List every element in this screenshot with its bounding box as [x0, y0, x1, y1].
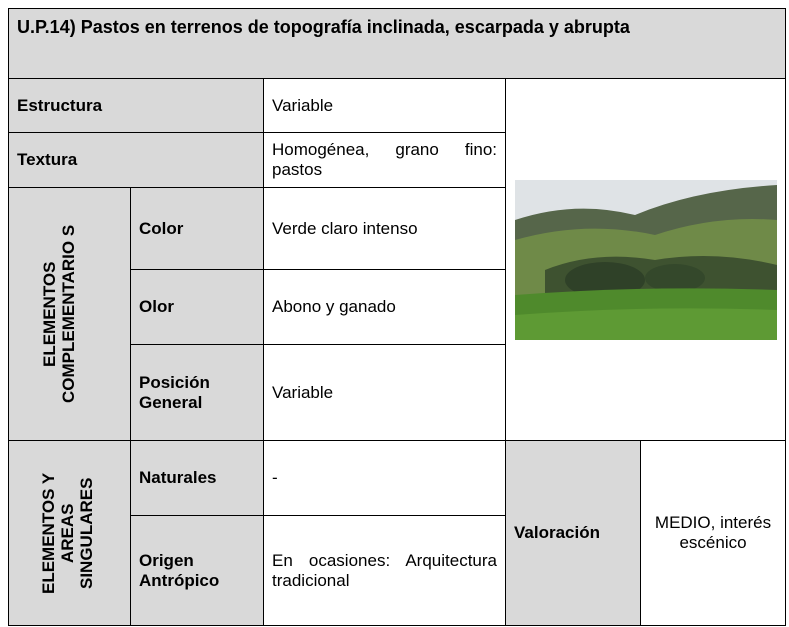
- landscape-table: U.P.14) Pastos en terrenos de topografía…: [7, 8, 787, 626]
- photo-cell: [504, 78, 787, 441]
- row-value: Homogénea, grano fino: pastos: [263, 132, 506, 188]
- group-text: ELEMENTOS COMPLEMENTARIO S: [39, 224, 78, 404]
- row-label: Origen Antrópico: [130, 515, 264, 626]
- title: U.P.14) Pastos en terrenos de topografía…: [7, 8, 787, 79]
- row-label: Olor: [130, 269, 264, 345]
- row-value: Verde claro intenso: [263, 187, 506, 270]
- row-label: Posición General: [130, 344, 264, 441]
- row-label: Naturales: [130, 440, 264, 516]
- group-label: ELEMENTOS Y AREAS SINGULARES: [8, 440, 131, 626]
- row-value: En ocasiones: Arquitectura tradicional: [263, 515, 506, 626]
- group-label: ELEMENTOS COMPLEMENTARIO S: [8, 187, 131, 441]
- rating-value: MEDIO, interés escénico: [639, 440, 787, 626]
- rating-label: Valoración: [505, 440, 641, 626]
- row-value: Abono y ganado: [263, 269, 506, 345]
- row-label: Estructura: [8, 78, 264, 133]
- row-label: Color: [130, 187, 264, 270]
- row-value: -: [263, 440, 506, 516]
- row-value: Variable: [263, 344, 506, 441]
- row-label: Textura: [8, 132, 264, 188]
- landscape-photo: [514, 179, 777, 340]
- row-value: Variable: [263, 78, 506, 133]
- group-text: ELEMENTOS Y AREAS SINGULARES: [38, 472, 96, 594]
